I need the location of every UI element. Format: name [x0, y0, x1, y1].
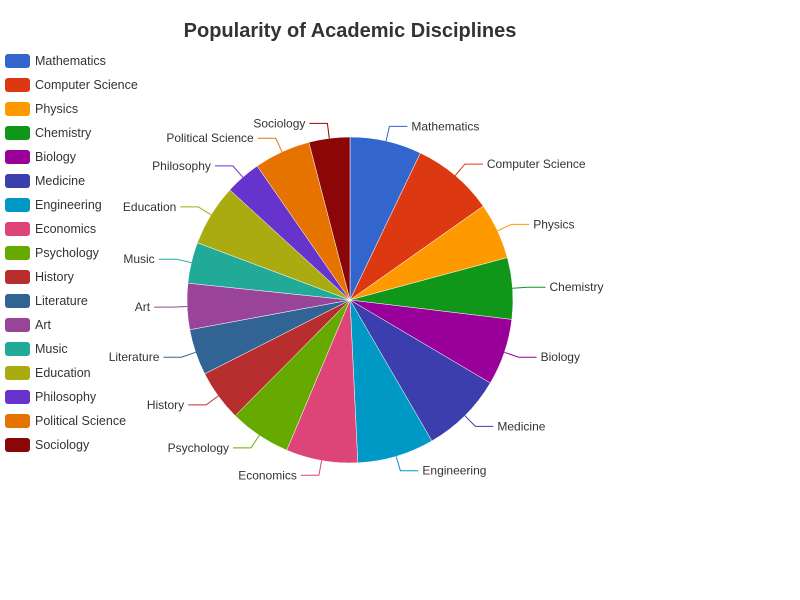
slice-label-art: Art	[135, 300, 151, 314]
legend-label: History	[35, 270, 74, 284]
legend-swatch	[5, 198, 30, 212]
legend-item-literature[interactable]: Literature	[5, 289, 175, 313]
leader-line-computer-science	[454, 163, 483, 176]
legend-swatch	[5, 78, 30, 92]
leader-line-medicine	[464, 415, 494, 427]
legend-item-biology[interactable]: Biology	[5, 145, 175, 169]
leader-line-physics	[497, 223, 530, 232]
chart-title: Popularity of Academic Disciplines	[183, 20, 517, 42]
leader-line-music	[158, 258, 192, 264]
legend-item-chemistry[interactable]: Chemistry	[5, 121, 175, 145]
legend: Mathematics Computer Science Physics Chemis…	[5, 49, 175, 457]
pie-slice-sociology[interactable]	[308, 136, 351, 301]
legend-label: Philosophy	[35, 390, 97, 404]
legend-swatch	[5, 270, 30, 284]
legend-item-psychology[interactable]: Psychology	[5, 241, 175, 265]
legend-swatch	[5, 126, 30, 140]
legend-swatch	[5, 438, 30, 452]
legend-swatch	[5, 342, 30, 356]
legend-label: Economics	[35, 222, 97, 236]
legend-label: Medicine	[35, 174, 86, 188]
legend-swatch	[5, 294, 30, 308]
slice-label-physics: Physics	[533, 217, 574, 231]
leader-line-sociology	[309, 122, 330, 139]
legend-swatch	[5, 102, 30, 116]
legend-item-medicine[interactable]: Medicine	[5, 169, 175, 193]
legend-swatch	[5, 246, 30, 260]
legend-item-engineering[interactable]: Engineering	[5, 193, 175, 217]
legend-item-sociology[interactable]: Sociology	[5, 433, 175, 457]
legend-label: Art	[35, 318, 51, 332]
legend-item-art[interactable]: Art	[5, 313, 175, 337]
slice-label-literature: Literature	[109, 350, 160, 364]
leader-line-mathematics	[385, 125, 408, 142]
legend-label: Education	[35, 366, 91, 380]
legend-swatch	[5, 366, 30, 380]
legend-label: Engineering	[35, 198, 102, 212]
legend-item-education[interactable]: Education	[5, 361, 175, 385]
slice-label-political-science: Political Science	[166, 131, 254, 145]
slice-label-psychology: Psychology	[168, 441, 229, 455]
slice-label-mathematics: Mathematics	[411, 119, 479, 133]
legend-item-computer-science[interactable]: Computer Science	[5, 73, 175, 97]
legend-swatch	[5, 318, 30, 332]
slice-label-economics: Economics	[238, 468, 297, 482]
leader-line-chemistry	[512, 286, 546, 289]
leader-line-biology	[504, 351, 537, 358]
legend-item-physics[interactable]: Physics	[5, 97, 175, 121]
legend-item-economics[interactable]: Economics	[5, 217, 175, 241]
legend-label: Psychology	[35, 246, 99, 260]
leader-line-psychology	[233, 435, 260, 449]
slice-label-history: History	[147, 398, 184, 412]
leader-line-art	[154, 306, 188, 308]
legend-swatch	[5, 414, 30, 428]
legend-swatch	[5, 54, 30, 68]
leader-line-engineering	[395, 456, 419, 472]
leader-line-education	[180, 206, 212, 216]
legend-label: Computer Science	[35, 78, 138, 92]
leader-line-economics	[300, 460, 323, 476]
legend-item-philosophy[interactable]: Philosophy	[5, 385, 175, 409]
legend-label: Sociology	[35, 438, 90, 452]
slice-label-music: Music	[123, 252, 154, 266]
legend-label: Mathematics	[35, 54, 106, 68]
slice-label-education: Education	[123, 200, 176, 214]
slice-label-philosophy: Philosophy	[152, 159, 211, 173]
legend-label: Literature	[35, 294, 88, 308]
legend-label: Political Science	[35, 414, 127, 428]
legend-item-mathematics[interactable]: Mathematics	[5, 49, 175, 73]
leader-line-history	[188, 395, 219, 406]
slice-label-engineering: Engineering	[422, 464, 486, 478]
legend-label: Music	[35, 342, 68, 356]
slice-label-chemistry: Chemistry	[550, 280, 604, 294]
legend-label: Chemistry	[35, 126, 92, 140]
slice-label-computer-science: Computer Science	[487, 157, 586, 171]
leader-line-literature	[163, 351, 196, 358]
legend-swatch	[5, 150, 30, 164]
legend-label: Physics	[35, 102, 79, 116]
legend-label: Biology	[35, 150, 76, 164]
legend-item-history[interactable]: History	[5, 265, 175, 289]
legend-item-music[interactable]: Music	[5, 337, 175, 361]
slice-label-medicine: Medicine	[497, 419, 545, 433]
leader-line-philosophy	[214, 165, 244, 178]
legend-swatch	[5, 390, 30, 404]
legend-item-political-science[interactable]: Political Science	[5, 409, 175, 433]
legend-swatch	[5, 174, 30, 188]
slice-label-sociology: Sociology	[253, 116, 305, 130]
legend-swatch	[5, 222, 30, 236]
leader-line-political-science	[257, 137, 283, 153]
slice-label-biology: Biology	[541, 350, 580, 364]
